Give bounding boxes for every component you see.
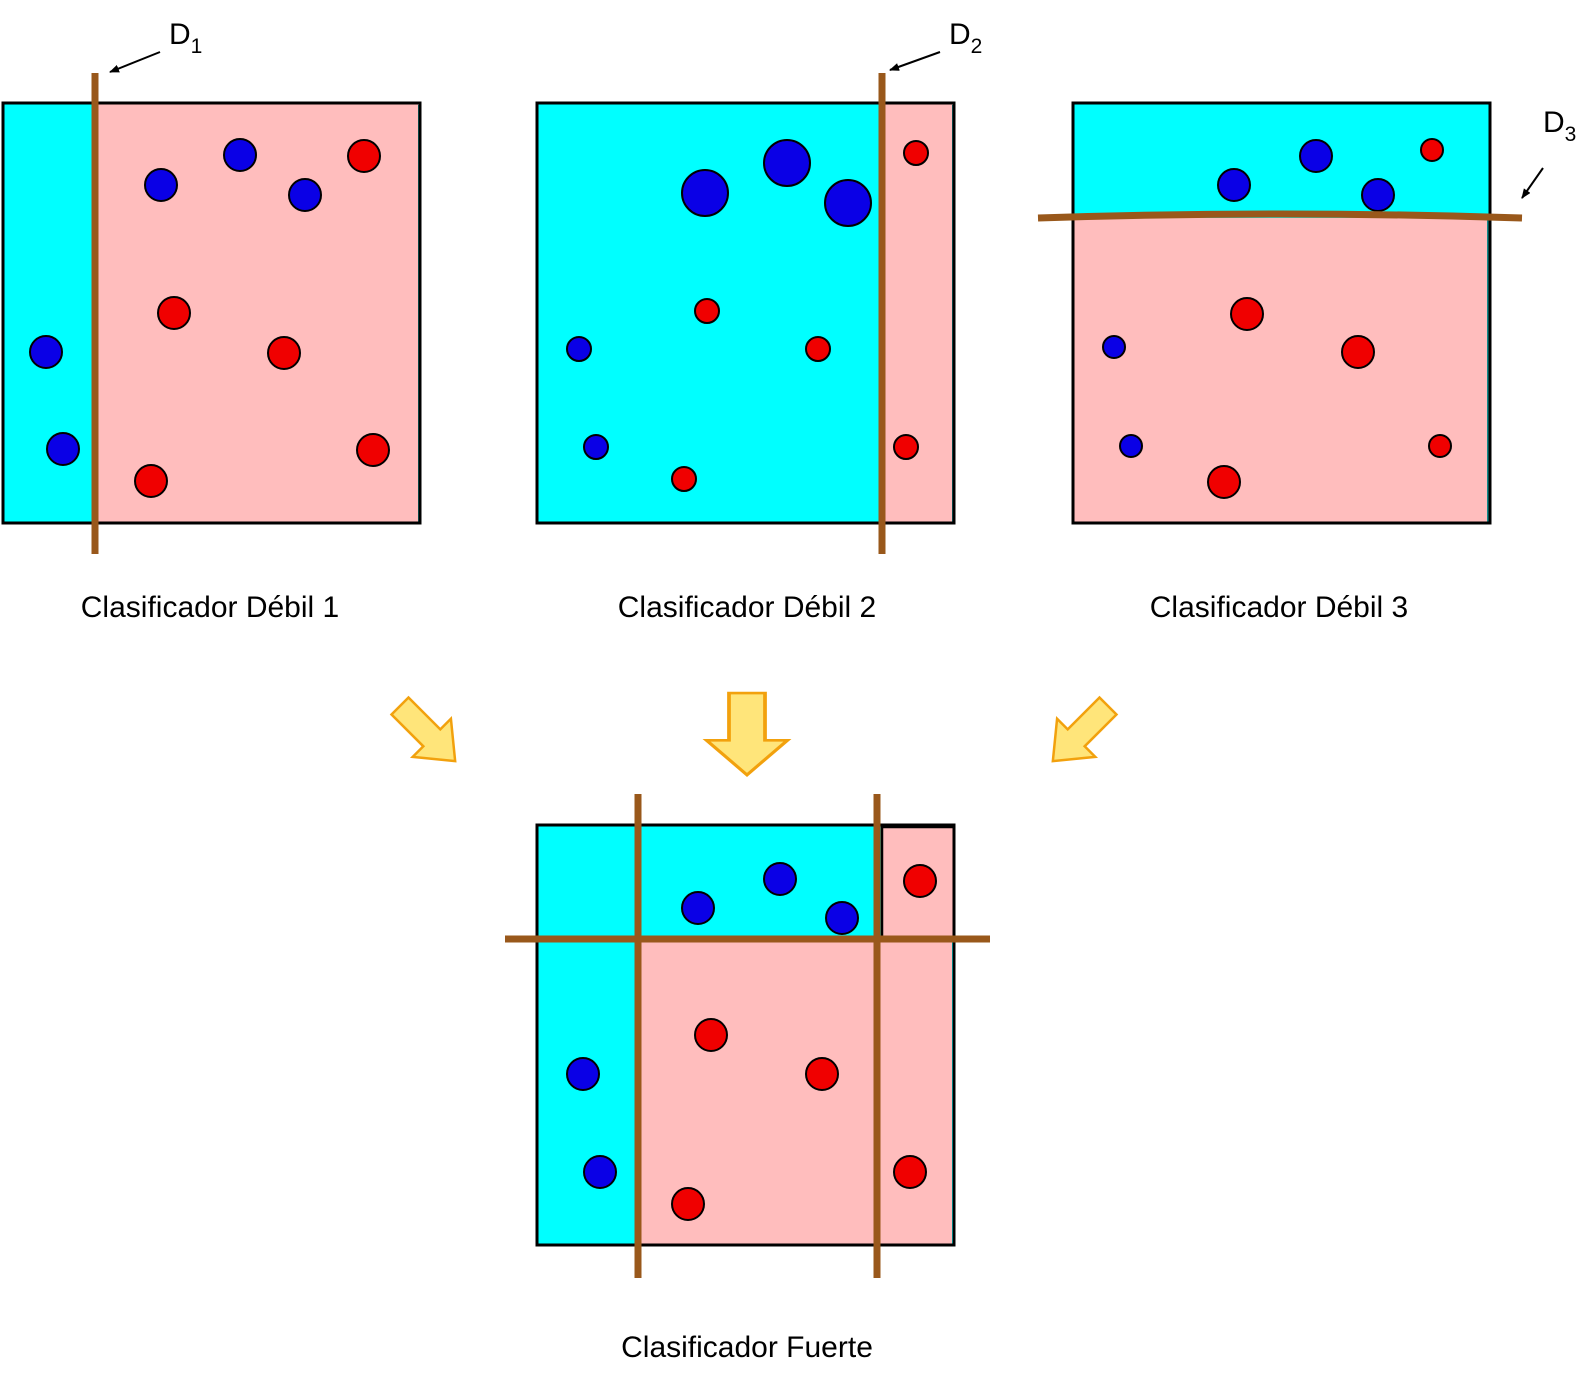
- panel-3-border: [1071, 101, 1492, 525]
- data-point-blue: [583, 434, 609, 460]
- data-point-red: [1230, 297, 1264, 331]
- data-point-red: [893, 434, 919, 460]
- data-point-red: [694, 1018, 728, 1052]
- caption-strong: Clasificador Fuerte: [621, 1331, 873, 1364]
- data-point-blue: [288, 178, 322, 212]
- d3-pointer-arrow: [1521, 167, 1544, 199]
- d1-subscript: 1: [191, 35, 203, 58]
- panel-strong-points: [566, 862, 937, 1221]
- panel-1-points: [29, 138, 390, 498]
- data-point-red: [694, 298, 720, 324]
- data-point-red: [903, 864, 937, 898]
- caption-weak-3: Clasificador Débil 3: [1150, 591, 1408, 624]
- data-point-blue: [824, 179, 872, 227]
- d2-pointer-arrow: [889, 51, 941, 71]
- data-point-blue: [681, 891, 715, 925]
- data-point-red: [134, 464, 168, 498]
- data-point-blue: [566, 336, 592, 362]
- data-point-red: [805, 336, 831, 362]
- caption-weak-2: Clasificador Débil 2: [618, 591, 876, 624]
- d1-label: D1: [169, 18, 202, 58]
- data-point-blue: [1361, 178, 1395, 212]
- d1-letter: D: [169, 18, 191, 51]
- panel-3-points: [1102, 138, 1452, 499]
- data-point-blue: [681, 169, 729, 217]
- data-point-red: [347, 139, 381, 173]
- data-point-blue: [1102, 335, 1126, 359]
- data-point-red: [1420, 138, 1444, 162]
- data-point-blue: [1217, 168, 1251, 202]
- data-point-red: [671, 466, 697, 492]
- d2-label: D2: [949, 18, 982, 58]
- weak-classifier-3-panel: D3 Clasificador Débil 3: [1037, 101, 1576, 624]
- panel-1-border: [1, 101, 422, 525]
- panel-strong-border: [535, 823, 956, 1247]
- caption-weak-1: Clasificador Débil 1: [81, 591, 339, 624]
- data-point-blue: [1119, 434, 1143, 458]
- data-point-red: [267, 336, 301, 370]
- strong-classifier-panel: Clasificador Fuerte: [505, 794, 990, 1364]
- panel-2-border: [535, 101, 956, 525]
- d3-subscript: 3: [1565, 123, 1577, 146]
- data-point-blue: [583, 1155, 617, 1189]
- data-point-blue: [763, 139, 811, 187]
- red-region: [1073, 218, 1487, 523]
- red-region: [882, 939, 952, 1245]
- arrow-down-left-icon: [1051, 695, 1119, 763]
- data-point-blue: [763, 862, 797, 896]
- data-point-blue: [825, 901, 859, 935]
- blue-region: [1073, 103, 1490, 218]
- data-point-blue: [29, 335, 63, 369]
- data-point-red: [893, 1155, 927, 1189]
- boundary-d3: [1037, 210, 1523, 222]
- blue-region: [3, 103, 95, 523]
- arrow-down-icon: [702, 691, 792, 777]
- arrow-down-right-icon: [389, 695, 457, 763]
- panel-2-points: [566, 139, 929, 492]
- data-point-blue: [566, 1057, 600, 1091]
- data-point-blue: [144, 168, 178, 202]
- d2-subscript: 2: [971, 35, 983, 58]
- data-point-blue: [46, 432, 80, 466]
- red-region: [882, 103, 952, 523]
- data-point-red: [1428, 434, 1452, 458]
- data-point-red: [671, 1187, 705, 1221]
- data-point-blue: [1299, 139, 1333, 173]
- d3-label: D3: [1543, 106, 1576, 146]
- d2-letter: D: [949, 18, 971, 51]
- d3-letter: D: [1543, 106, 1565, 139]
- data-point-red: [356, 433, 390, 467]
- weak-classifier-2-panel: D2 Clasificador Débil 2: [535, 18, 982, 624]
- weak-classifier-1-panel: D1 Clasificador Débil 1: [1, 18, 422, 624]
- combine-arrows: [389, 691, 1119, 777]
- data-point-red: [1341, 335, 1375, 369]
- data-point-red: [1207, 465, 1241, 499]
- data-point-red: [903, 140, 929, 166]
- data-point-red: [805, 1057, 839, 1091]
- d1-pointer-arrow: [109, 51, 161, 73]
- data-point-blue: [223, 138, 257, 172]
- data-point-red: [157, 296, 191, 330]
